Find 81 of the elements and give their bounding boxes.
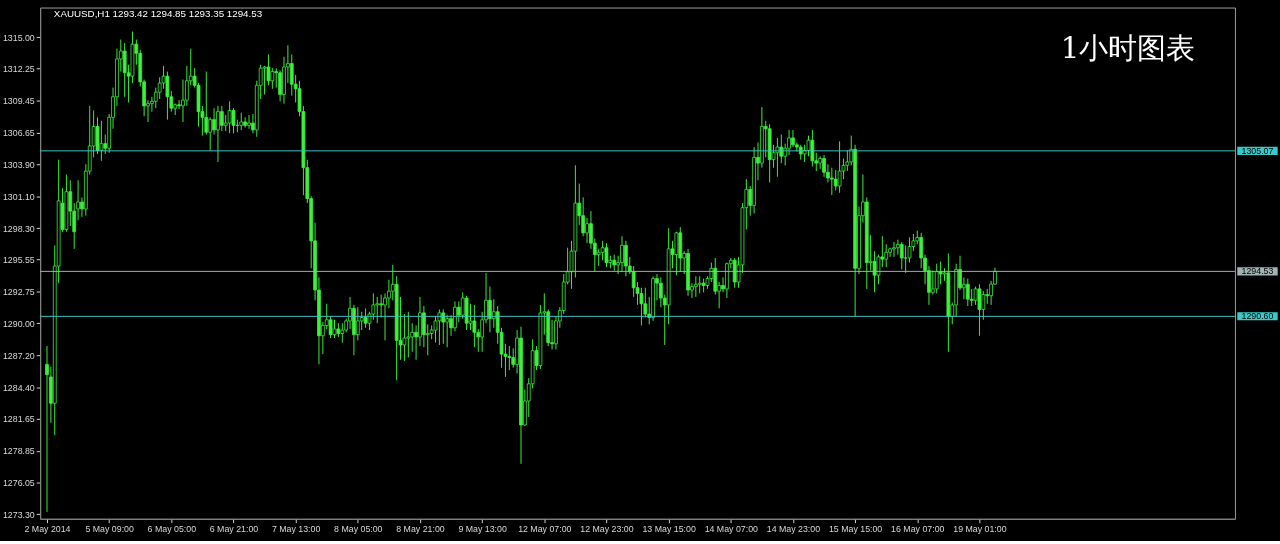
- candlestick: [899, 241, 904, 270]
- candlestick: [45, 345, 49, 513]
- x-tick-label: 5 May 09:00: [85, 523, 134, 534]
- candlestick: [355, 306, 360, 341]
- candlestick: [965, 278, 970, 307]
- y-tick-label: 1312.25: [2, 64, 35, 75]
- candlestick: [674, 231, 679, 276]
- candlestick: [216, 105, 220, 163]
- candlestick: [585, 217, 589, 244]
- y-tick-label: 1315.00: [2, 32, 35, 43]
- candlestick: [379, 294, 383, 318]
- y-tick-label: 1295.55: [2, 255, 35, 266]
- candlestick: [212, 107, 216, 135]
- x-tick-label: 2 May 2014: [24, 523, 71, 534]
- y-tick-label: 1287.20: [2, 350, 35, 361]
- y-tick-label: 1292.75: [2, 287, 35, 298]
- candlestick: [624, 240, 628, 277]
- candlestick: [247, 114, 251, 130]
- y-tick-label: 1276.05: [2, 478, 35, 489]
- candlestick: [620, 235, 624, 273]
- candlestick: [262, 65, 267, 95]
- x-tick-label: 19 May 01:00: [953, 523, 1007, 534]
- candlestick: [122, 42, 127, 98]
- candlestick: [270, 67, 275, 90]
- candlestick: [243, 116, 247, 129]
- candlestick: [934, 263, 939, 294]
- x-tick-label: 6 May 21:00: [209, 523, 259, 534]
- y-tick-label: 1281.65: [2, 414, 35, 425]
- y-tick-label: 1309.45: [2, 96, 35, 107]
- y-tick-label: 1284.40: [2, 382, 35, 393]
- candlestick: [693, 275, 698, 298]
- y-tick-label: 1298.30: [2, 223, 35, 234]
- candlestick: [375, 296, 380, 324]
- y-tick-label: 1303.90: [2, 159, 35, 170]
- candlestick: [775, 137, 780, 178]
- candlestick: [491, 298, 496, 329]
- candlestick: [437, 308, 442, 346]
- x-tick-label: 8 May 21:00: [396, 523, 445, 534]
- candlestick: [453, 300, 457, 332]
- x-tick-label: 12 May 07:00: [518, 523, 572, 534]
- candlestick: [441, 308, 446, 345]
- candlestick: [99, 120, 104, 162]
- ref-line-label: 1290.60: [1241, 311, 1274, 322]
- candlestick: [177, 99, 181, 110]
- y-tick-label: 1301.10: [2, 191, 35, 202]
- ref-line-label: 1305.07: [1241, 145, 1274, 156]
- y-tick-label: 1273.30: [2, 509, 35, 520]
- x-tick-label: 14 May 07:00: [704, 523, 759, 534]
- candlestick: [892, 241, 896, 258]
- candlestick: [340, 322, 345, 344]
- candlestick: [837, 140, 842, 194]
- x-tick-label: 8 May 05:00: [334, 523, 383, 534]
- candlestick: [204, 71, 209, 135]
- candlestick: [833, 169, 838, 192]
- chart-title: XAUUSD,H1 1293.42 1294.85 1293.35 1294.53: [53, 8, 263, 20]
- x-tick-label: 12 May 23:00: [580, 523, 634, 534]
- candlestick: [278, 69, 282, 102]
- candlestick: [445, 314, 450, 348]
- candlestick: [472, 304, 477, 348]
- candlestick: [791, 129, 795, 148]
- candlestick: [903, 244, 908, 274]
- candlestick: [977, 283, 982, 337]
- candlestick: [896, 239, 900, 256]
- x-tick-label: 16 May 07:00: [891, 523, 945, 534]
- x-tick-label: 15 May 15:00: [828, 523, 883, 534]
- y-tick-label: 1278.85: [2, 446, 35, 457]
- candlestick: [829, 167, 834, 196]
- candlestick: [488, 286, 492, 333]
- y-tick-label: 1290.00: [2, 318, 35, 329]
- text: 1小时图表: [1060, 31, 1196, 66]
- x-tick-label: 14 May 23:00: [766, 523, 821, 534]
- x-tick-label: 13 May 15:00: [642, 523, 696, 534]
- y-tick-label: 1306.65: [2, 128, 35, 139]
- x-tick-label: 9 May 13:00: [458, 523, 507, 534]
- candlestick: [810, 129, 815, 168]
- candlestick: [219, 105, 224, 132]
- ref-line-label: 1294.53: [1241, 266, 1274, 277]
- candlestick: [359, 311, 364, 331]
- candlestick: [406, 311, 411, 358]
- x-tick-label: 6 May 05:00: [147, 523, 197, 534]
- x-tick-label: 7 May 13:00: [271, 523, 321, 534]
